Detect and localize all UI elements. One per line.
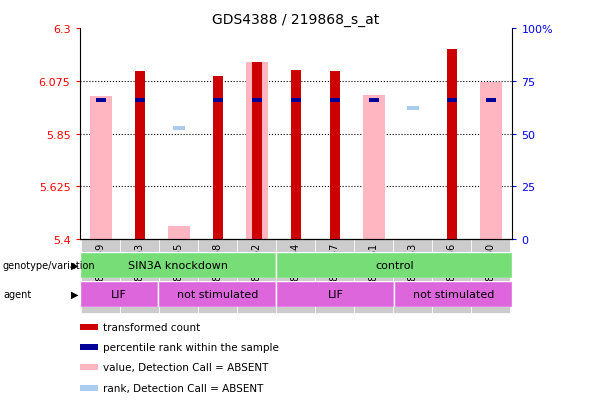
Bar [395, 281, 512, 308]
Text: percentile rank within the sample: percentile rank within the sample [103, 342, 279, 352]
Bar [96, 98, 106, 102]
Bar [276, 281, 395, 308]
Bar [237, 240, 276, 313]
Bar [291, 71, 301, 240]
Text: not stimulated: not stimulated [177, 289, 258, 299]
Bar [80, 364, 98, 370]
Bar [252, 98, 262, 102]
Bar [81, 240, 121, 313]
Text: LIF: LIF [111, 289, 127, 299]
Bar [447, 50, 457, 240]
Bar [135, 72, 145, 240]
Text: value, Detection Call = ABSENT: value, Detection Call = ABSENT [103, 363, 268, 373]
Bar [80, 385, 98, 391]
Bar [121, 240, 160, 313]
Bar [80, 281, 158, 308]
Text: SIN3A knockdown: SIN3A knockdown [128, 260, 228, 271]
Bar [252, 63, 262, 240]
Bar [80, 324, 98, 330]
Text: agent: agent [3, 289, 31, 299]
Bar [160, 240, 198, 313]
Title: GDS4388 / 219868_s_at: GDS4388 / 219868_s_at [213, 12, 379, 26]
Text: control: control [375, 260, 413, 271]
Bar [407, 107, 419, 111]
Bar [80, 252, 276, 279]
Bar [198, 240, 237, 313]
Bar [330, 72, 340, 240]
Bar [355, 240, 393, 313]
Bar [213, 98, 223, 102]
Bar [432, 240, 471, 313]
Bar [486, 98, 496, 102]
Text: ▶: ▶ [71, 289, 78, 299]
Bar [173, 126, 185, 131]
Bar [330, 98, 340, 102]
Text: ▶: ▶ [71, 260, 78, 271]
Text: not stimulated: not stimulated [413, 289, 494, 299]
Bar [291, 98, 301, 102]
Bar [480, 83, 502, 240]
Bar [80, 344, 98, 350]
Text: rank, Detection Call = ABSENT: rank, Detection Call = ABSENT [103, 383, 263, 393]
Text: LIF: LIF [327, 289, 343, 299]
Bar [393, 240, 432, 313]
Bar [158, 281, 276, 308]
Text: transformed count: transformed count [103, 322, 200, 332]
Bar [246, 63, 267, 240]
Bar [168, 227, 190, 240]
Bar [135, 98, 145, 102]
Bar [316, 240, 355, 313]
Bar [447, 98, 457, 102]
Bar [471, 240, 511, 313]
Bar [363, 96, 385, 240]
Bar [276, 252, 512, 279]
Text: genotype/variation: genotype/variation [3, 260, 95, 271]
Bar [90, 97, 112, 240]
Bar [369, 98, 379, 102]
Bar [276, 240, 316, 313]
Bar [213, 77, 223, 240]
